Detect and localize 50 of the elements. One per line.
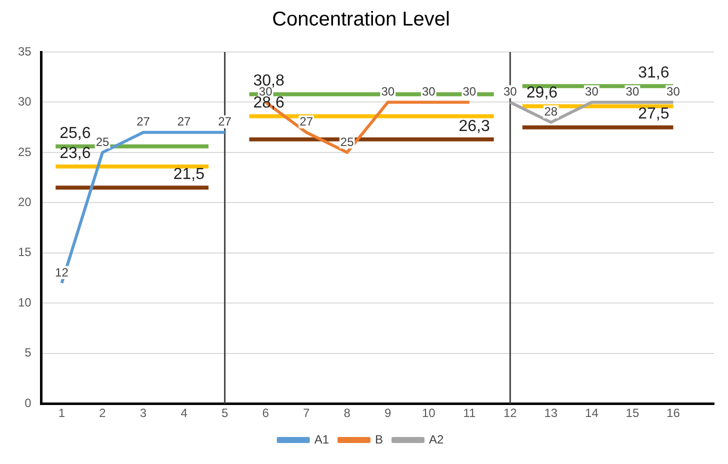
x-tick-label: 12	[503, 406, 518, 420]
data-label: 27,5	[638, 106, 670, 123]
y-tick-label: 35	[18, 44, 32, 58]
data-label: 23,6	[60, 144, 91, 162]
x-tick-label: 5	[221, 406, 228, 420]
data-label: 29,6	[526, 84, 558, 102]
x-tick-label: 11	[463, 406, 476, 420]
x-tick-label: 4	[180, 406, 188, 420]
chart-title: Concentration Level	[272, 8, 450, 31]
data-label: 25,6	[60, 124, 91, 142]
legend-label: A2	[429, 432, 444, 446]
y-tick-label: 5	[24, 346, 32, 360]
x-tick-label: 16	[666, 406, 680, 420]
x-tick-label: 15	[626, 406, 640, 420]
x-tick-label: 13	[544, 406, 558, 420]
x-tick-label: 7	[302, 406, 310, 420]
x-tick-label: 3	[140, 406, 147, 420]
data-label: 31,6	[638, 64, 670, 82]
y-tick-label: 20	[18, 195, 32, 209]
data-label: 30	[422, 84, 436, 99]
legend-label: A1	[314, 432, 330, 446]
x-tick-label: 8	[344, 406, 351, 420]
y-tick-label: 30	[18, 94, 32, 109]
data-label: 30	[626, 84, 640, 99]
data-label: 12	[55, 265, 69, 280]
legend-label: B	[375, 432, 384, 446]
data-label: 21,5	[173, 166, 205, 184]
data-label: 27	[177, 114, 192, 129]
x-tick-label: 1	[58, 406, 66, 420]
x-tick-label: 9	[384, 406, 392, 420]
y-tick-label: 15	[18, 245, 32, 260]
x-tick-label: 14	[585, 406, 599, 420]
x-tick-label: 2	[99, 406, 106, 420]
y-tick-label: 10	[18, 295, 32, 310]
data-label: 30	[462, 84, 476, 99]
data-label: 26,3	[458, 118, 490, 135]
data-label: 30	[666, 84, 680, 99]
data-label: 25	[96, 134, 110, 149]
data-label: 30	[381, 84, 395, 99]
x-tick-label: 10	[422, 406, 436, 420]
data-label: 30	[503, 84, 518, 99]
data-label: 27	[218, 114, 232, 129]
data-label: 28	[544, 104, 558, 119]
y-tick-label: 25	[18, 144, 32, 159]
data-label: 27	[300, 114, 314, 129]
y-tick-label: 0	[24, 396, 32, 410]
x-tick-label: 6	[262, 406, 270, 420]
data-label: 27	[136, 114, 150, 129]
data-label: 25	[340, 134, 354, 149]
data-label: 30	[585, 84, 599, 99]
